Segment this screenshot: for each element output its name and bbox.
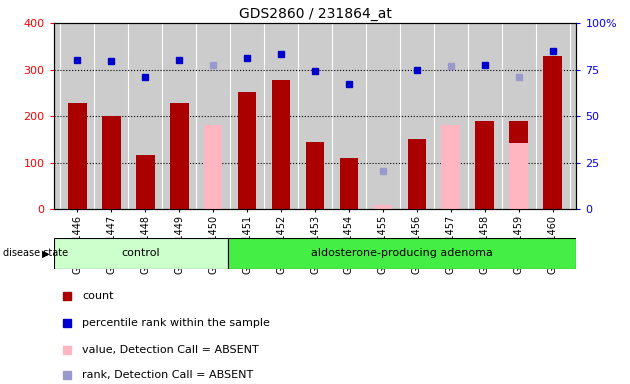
Text: count: count [83,291,114,301]
Bar [510,121,528,209]
Bar [340,158,358,209]
Bar [272,80,290,209]
Bar [54,238,228,269]
Bar [136,155,154,209]
Bar [442,124,460,209]
Title: GDS2860 / 231864_at: GDS2860 / 231864_at [239,7,391,21]
Text: ▶: ▶ [42,248,49,258]
Text: aldosterone-producing adenoma: aldosterone-producing adenoma [311,248,493,258]
Text: control: control [122,248,160,258]
Bar [68,103,87,209]
Bar [102,116,120,209]
Bar [306,142,324,209]
Bar [476,121,494,209]
Bar [228,238,576,269]
Bar [510,143,528,209]
Text: percentile rank within the sample: percentile rank within the sample [83,318,270,328]
Text: rank, Detection Call = ABSENT: rank, Detection Call = ABSENT [83,371,253,381]
Bar [543,56,562,209]
Bar [238,92,256,209]
Text: value, Detection Call = ABSENT: value, Detection Call = ABSENT [83,344,259,354]
Text: disease state: disease state [3,248,68,258]
Bar [170,103,188,209]
Bar [203,124,222,209]
Bar [408,139,427,209]
Bar [374,205,392,209]
